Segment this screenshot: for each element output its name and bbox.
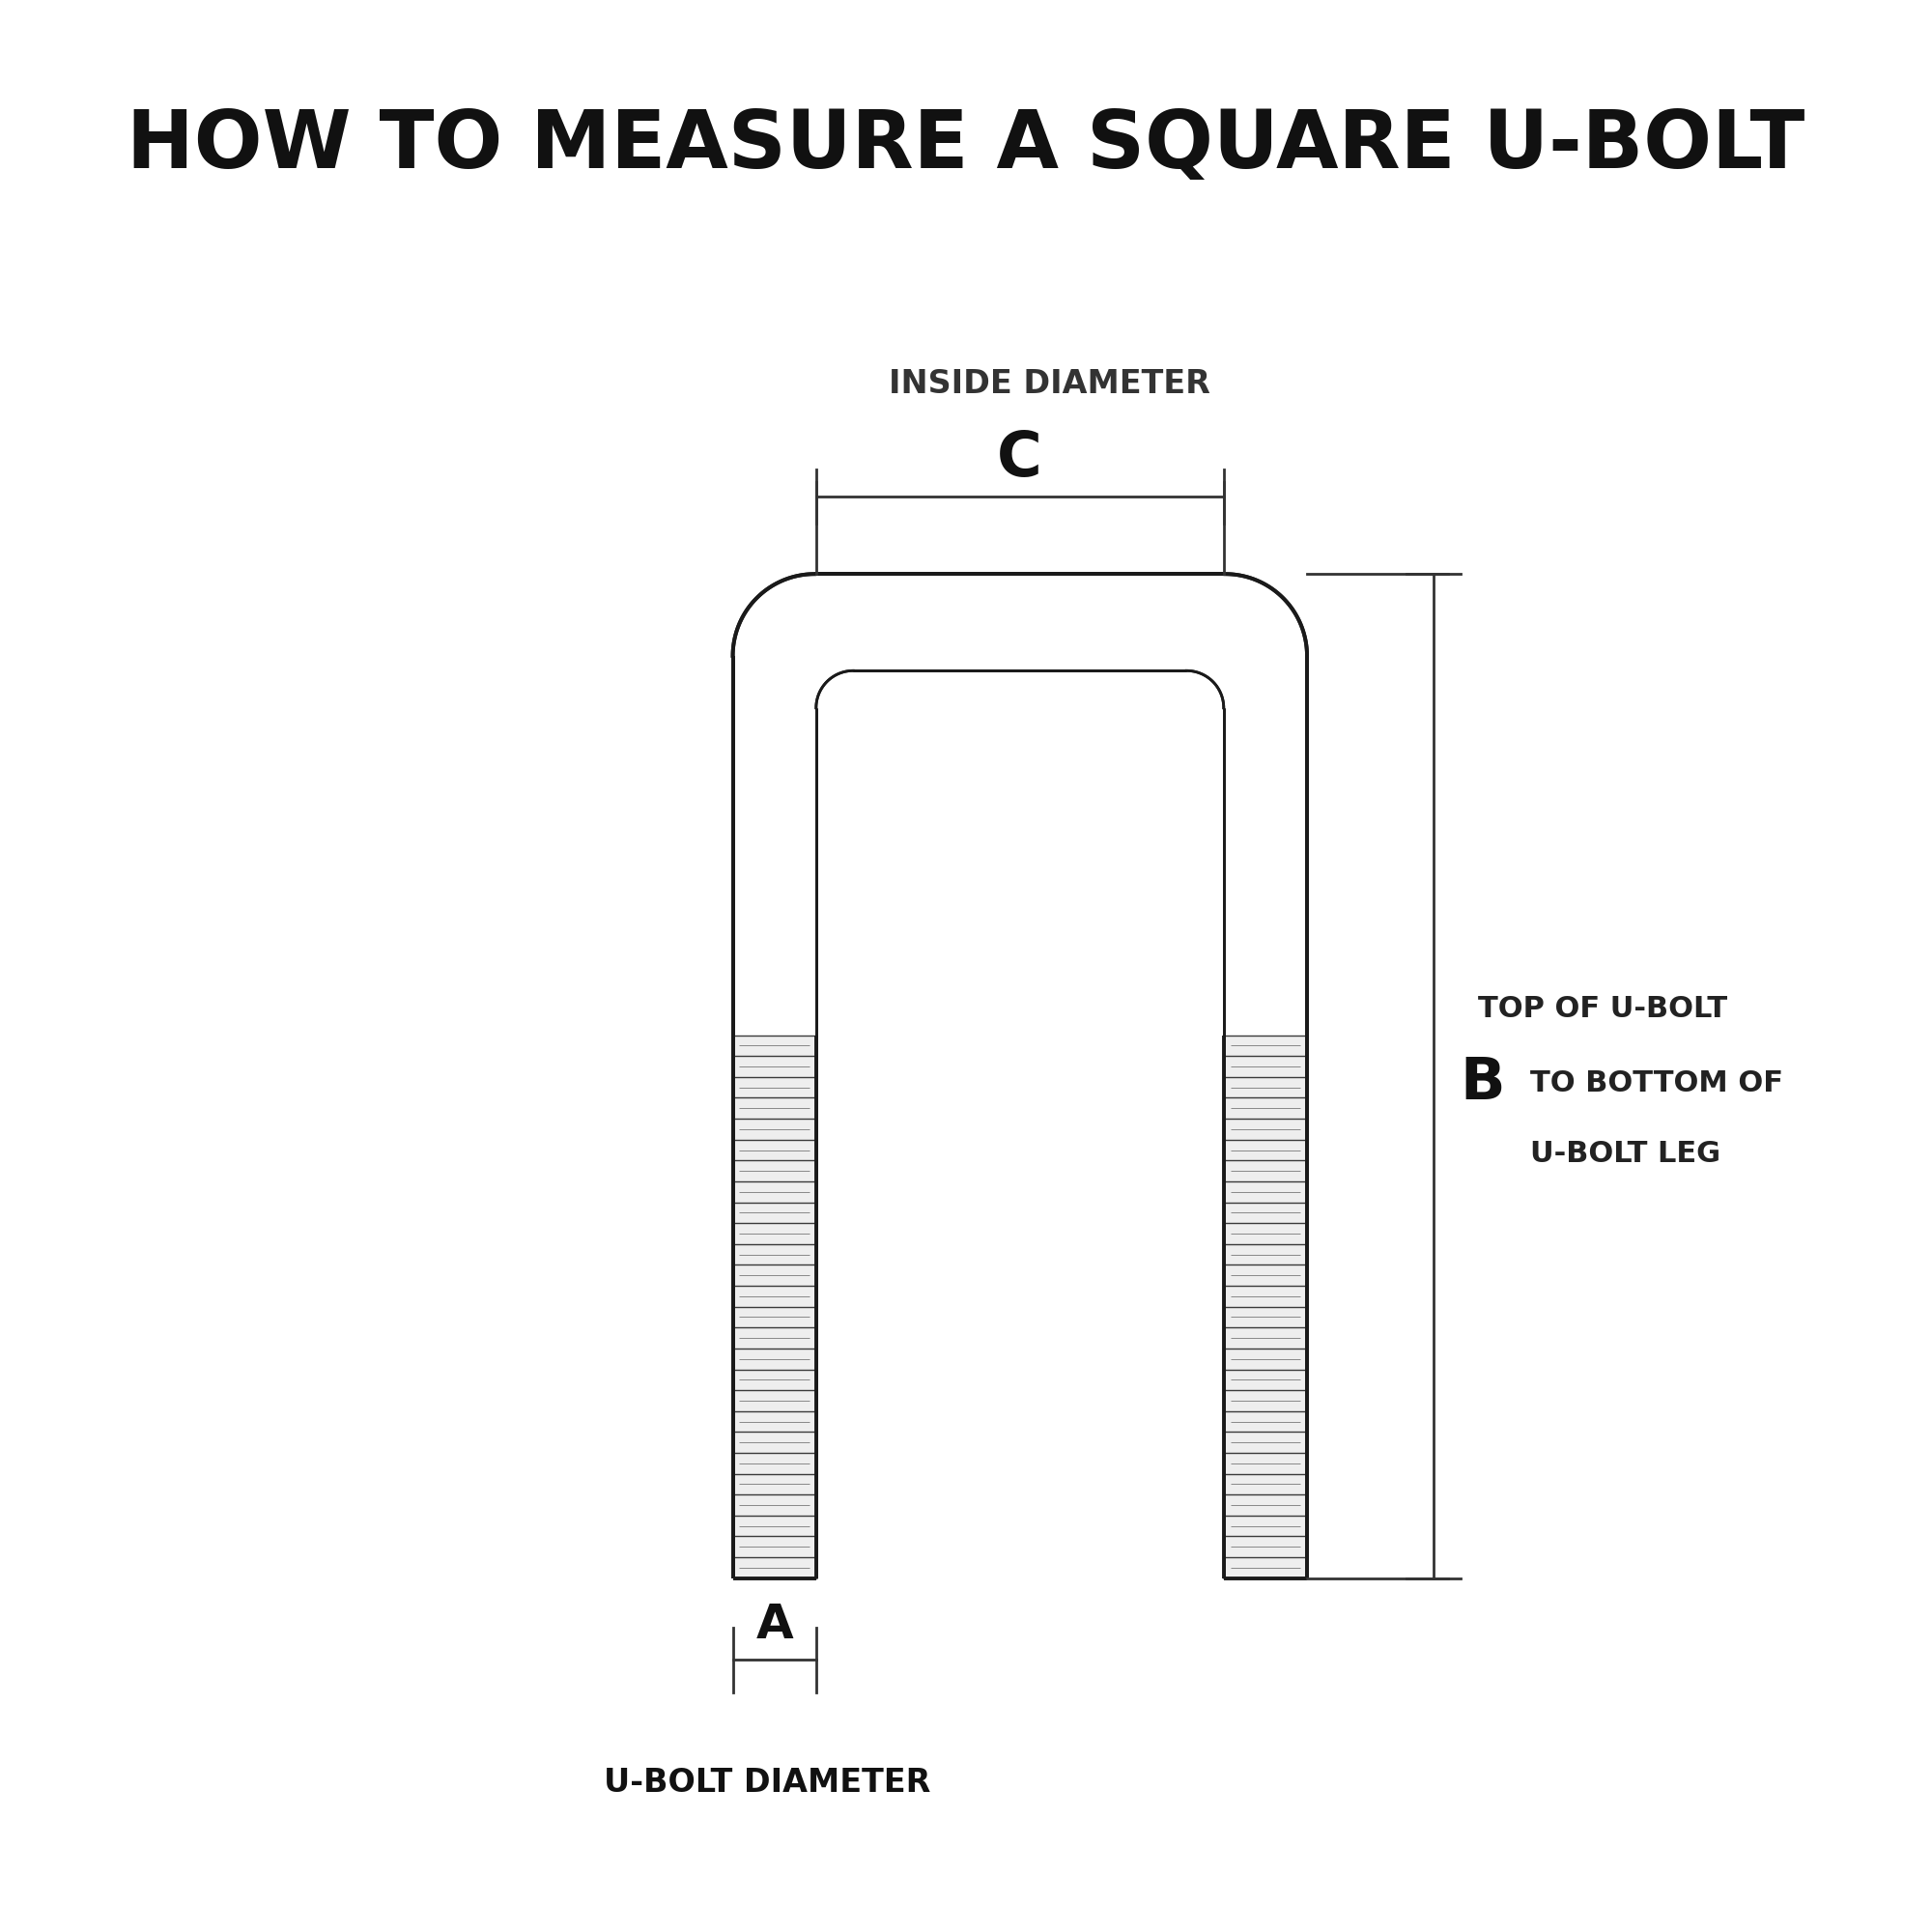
Text: B: B <box>1461 1055 1505 1113</box>
Text: A: A <box>755 1602 794 1648</box>
Text: U-BOLT DIAMETER: U-BOLT DIAMETER <box>603 1768 931 1799</box>
Text: U-BOLT LEG: U-BOLT LEG <box>1530 1140 1721 1167</box>
Text: TOP OF U-BOLT: TOP OF U-BOLT <box>1478 995 1727 1024</box>
Bar <box>1223 1036 1308 1578</box>
Bar <box>732 1036 815 1578</box>
Text: TO BOTTOM OF: TO BOTTOM OF <box>1530 1070 1783 1097</box>
Text: INSIDE DIAMETER: INSIDE DIAMETER <box>889 369 1211 400</box>
Text: HOW TO MEASURE A SQUARE U-BOLT: HOW TO MEASURE A SQUARE U-BOLT <box>128 106 1804 185</box>
Text: C: C <box>997 429 1043 489</box>
